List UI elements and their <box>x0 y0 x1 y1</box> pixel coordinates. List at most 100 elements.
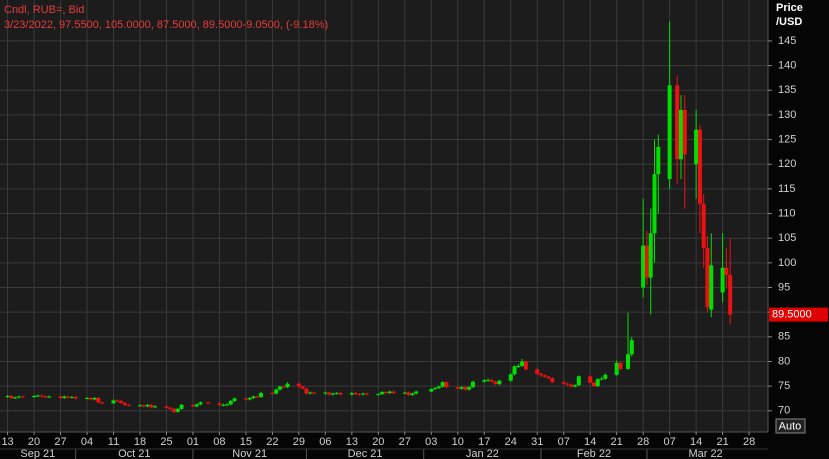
candle-body <box>493 381 498 385</box>
x-tick-label: 20 <box>372 436 384 448</box>
candle-body <box>357 394 362 396</box>
candle-body <box>330 393 335 395</box>
candle-body <box>459 387 464 389</box>
candle-body <box>361 393 366 395</box>
candle-body <box>383 392 388 394</box>
candle-body <box>251 396 256 398</box>
x-tick-label: 13 <box>346 436 358 448</box>
candle-body <box>277 386 282 390</box>
x-tick-label: 07 <box>558 436 570 448</box>
candle-body <box>115 400 120 402</box>
x-tick-label: 27 <box>399 436 411 448</box>
chart-subtitle: 3/23/2022, 97.5500, 105.0000, 87.5000, 8… <box>4 19 328 31</box>
y-tick-label: 70 <box>778 405 790 417</box>
y-tick-label: 125 <box>778 133 796 145</box>
x-tick-label: 03 <box>425 436 437 448</box>
candle-body <box>153 406 158 408</box>
x-tick-label: 11 <box>108 436 119 448</box>
x-tick-label: 01 <box>187 436 199 448</box>
candle-body <box>179 404 184 409</box>
candle-body <box>539 373 544 376</box>
candle-body <box>591 382 596 387</box>
candle-body <box>88 397 93 400</box>
y-tick-label: 95 <box>778 281 790 293</box>
candle-body <box>221 404 226 406</box>
candle-body <box>164 406 169 408</box>
candle-body <box>308 392 313 394</box>
candle-body <box>497 380 502 385</box>
candle-body <box>69 396 74 398</box>
candle-body <box>16 396 21 398</box>
candle-body <box>66 396 71 398</box>
candle-body <box>410 393 415 396</box>
candle-body <box>39 395 44 397</box>
candle-body <box>463 387 468 390</box>
candle-body <box>20 396 25 398</box>
month-label: Jan 22 <box>466 448 499 459</box>
candle-body <box>172 408 177 412</box>
candle-body <box>595 379 600 387</box>
chart-title: Cndl, RUB=, Bid <box>4 4 84 16</box>
candle-body <box>353 393 358 395</box>
candle-body <box>626 354 631 369</box>
candle-body <box>224 404 229 406</box>
candle-body <box>376 394 381 396</box>
candle-body <box>168 407 173 409</box>
candle-body <box>300 386 305 389</box>
candle-body <box>387 391 392 394</box>
y-tick-label: 100 <box>778 257 796 269</box>
grid <box>0 0 772 459</box>
candle-body <box>520 361 525 366</box>
candle-body <box>720 267 725 293</box>
x-tick-label: 20 <box>28 436 40 448</box>
candle-body <box>565 383 570 385</box>
y-tick-label: 130 <box>778 109 796 121</box>
candle-body <box>697 129 702 204</box>
candle-body <box>455 387 460 389</box>
candle-body <box>43 396 48 398</box>
candle-body <box>724 267 729 275</box>
x-tick-label: 04 <box>81 436 93 448</box>
y-tick-label: 115 <box>778 183 796 195</box>
candle-body <box>100 402 105 404</box>
candle-body <box>561 382 566 384</box>
candle-body <box>243 398 248 400</box>
candle-body <box>444 382 449 388</box>
auto-button-label[interactable]: Auto <box>779 420 802 432</box>
x-tick-label: 21 <box>716 436 728 448</box>
candle-body <box>709 265 714 310</box>
auto-button[interactable] <box>775 418 806 434</box>
x-tick-label: 28 <box>743 436 755 448</box>
candle-body <box>542 375 547 377</box>
plot-background <box>0 0 768 432</box>
candle-body <box>569 384 574 387</box>
candle-body <box>270 393 275 395</box>
candle-body <box>535 369 540 374</box>
candle-body <box>304 388 309 394</box>
y-tick-label: 120 <box>778 158 796 170</box>
x-tick-label: 10 <box>452 436 464 448</box>
candle-body <box>516 365 521 367</box>
candle-body <box>391 391 396 394</box>
candle-body <box>58 396 63 398</box>
candle-body <box>274 389 279 394</box>
candle-body <box>429 389 434 392</box>
y-tick-label: 105 <box>778 232 796 244</box>
x-axis-panel <box>0 432 768 459</box>
candle-body <box>9 396 14 398</box>
x-tick-label: 14 <box>584 436 596 448</box>
candle-body <box>5 396 10 397</box>
candle-body <box>145 404 150 407</box>
candle-body <box>508 374 513 381</box>
candle-body <box>217 403 222 405</box>
candle-body <box>682 109 687 155</box>
candle-body <box>618 362 623 369</box>
month-label: Feb 22 <box>577 448 611 459</box>
candle-body <box>85 397 90 399</box>
candles <box>5 21 733 414</box>
candle-body <box>599 378 604 380</box>
candle-body <box>111 400 116 404</box>
candle-body <box>32 396 37 397</box>
candle-body <box>406 392 411 396</box>
candle-body <box>603 374 608 379</box>
